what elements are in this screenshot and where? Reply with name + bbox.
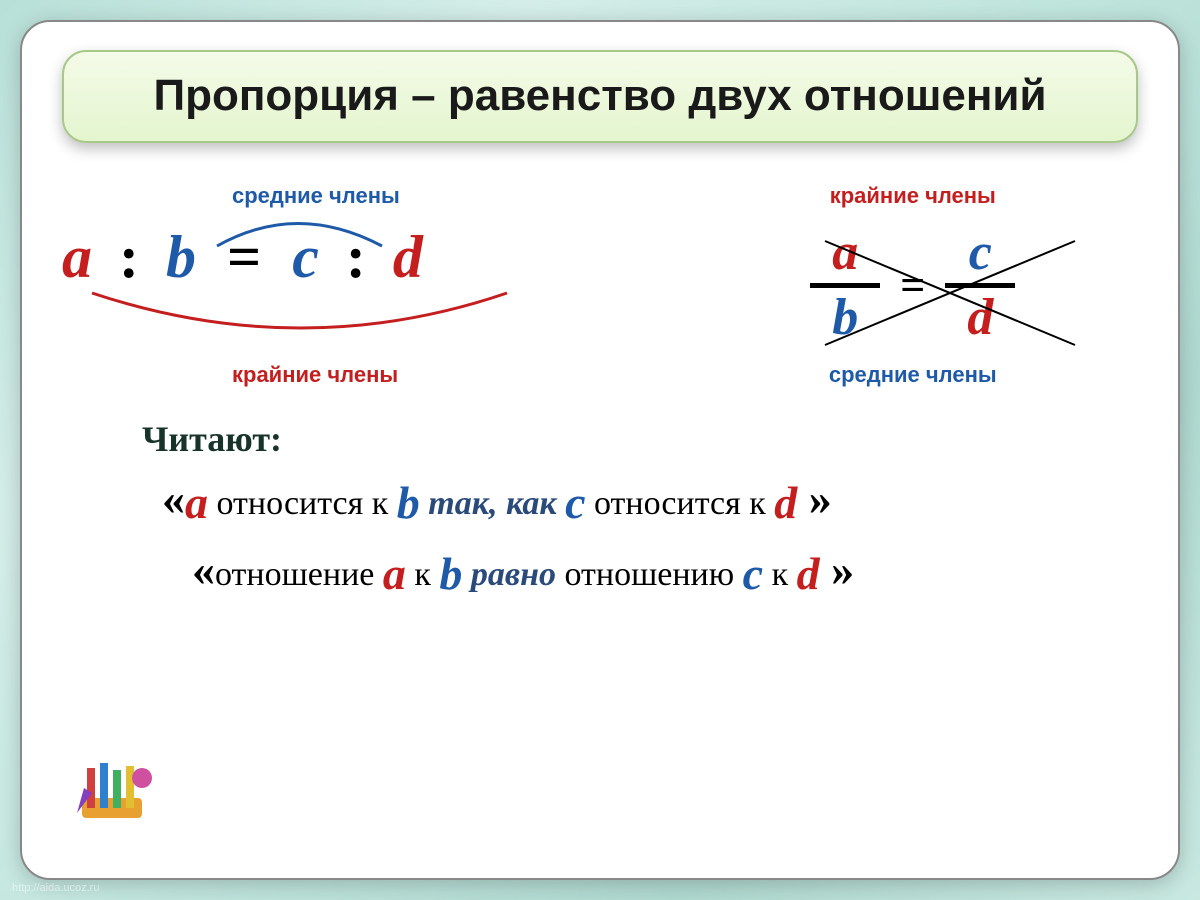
r1-a: a: [185, 477, 208, 528]
r1-t2: относится к: [585, 485, 774, 522]
slide-title: Пропорция – равенство двух отношений: [104, 70, 1096, 123]
reading-line-1: «a относится к b так, как c относится к …: [162, 472, 1108, 529]
r1-d: d: [774, 477, 797, 528]
open-quote-1: «: [162, 473, 185, 524]
watermark: http://aida.ucoz.ru: [12, 882, 99, 894]
frac-b: b: [822, 288, 868, 348]
r1-c: c: [565, 477, 585, 528]
r1-b: b: [397, 477, 420, 528]
outer-members-label-2: крайние члены: [688, 183, 1138, 209]
frac-equals: =: [900, 260, 925, 311]
ratio-equation-diagram: средние члены a : b = c : d крайние член…: [62, 183, 648, 388]
outer-members-arc: [62, 283, 582, 343]
slide-frame: Пропорция – равенство двух отношений сре…: [20, 20, 1180, 880]
r1-t1: относится к: [208, 485, 397, 522]
close-quote-2: »: [820, 544, 855, 595]
fraction-equation: a b = c d: [810, 223, 1015, 348]
middle-members-label-2: средние члены: [688, 362, 1138, 388]
r2-d: d: [797, 548, 820, 599]
middle-members-arc: [62, 211, 582, 251]
r2-b: b: [439, 548, 462, 599]
r2-c: c: [743, 548, 763, 599]
r2-mid: равно: [462, 556, 556, 593]
readings-block: Читают: «a относится к b так, как c отно…: [62, 418, 1138, 600]
close-quote-1: »: [797, 473, 832, 524]
title-box: Пропорция – равенство двух отношений: [62, 50, 1138, 143]
frac-c: c: [959, 223, 1002, 283]
fraction-cd: c d: [945, 223, 1015, 348]
r1-mid: так, как: [420, 485, 565, 522]
r2-t4: к: [763, 556, 797, 593]
open-quote-2: «: [192, 544, 215, 595]
school-supplies-icon: [72, 748, 162, 828]
outer-members-label: крайние члены: [232, 362, 398, 388]
r2-a: a: [383, 548, 406, 599]
fraction-ab: a b: [810, 223, 880, 348]
diagram-row: средние члены a : b = c : d крайние член…: [62, 183, 1138, 388]
reading-line-2: «отношение a к b равно отношению c к d »: [192, 543, 1108, 600]
r2-t3: отношению: [556, 556, 743, 593]
frac-a: a: [822, 223, 868, 283]
frac-d: d: [957, 288, 1003, 348]
readings-heading: Читают:: [142, 418, 1108, 460]
fraction-cross-diagram: крайние члены a b = c d средние: [688, 183, 1138, 388]
r2-t2: к: [406, 556, 440, 593]
r2-t1: отношение: [215, 556, 383, 593]
middle-members-label: средние члены: [232, 183, 400, 209]
